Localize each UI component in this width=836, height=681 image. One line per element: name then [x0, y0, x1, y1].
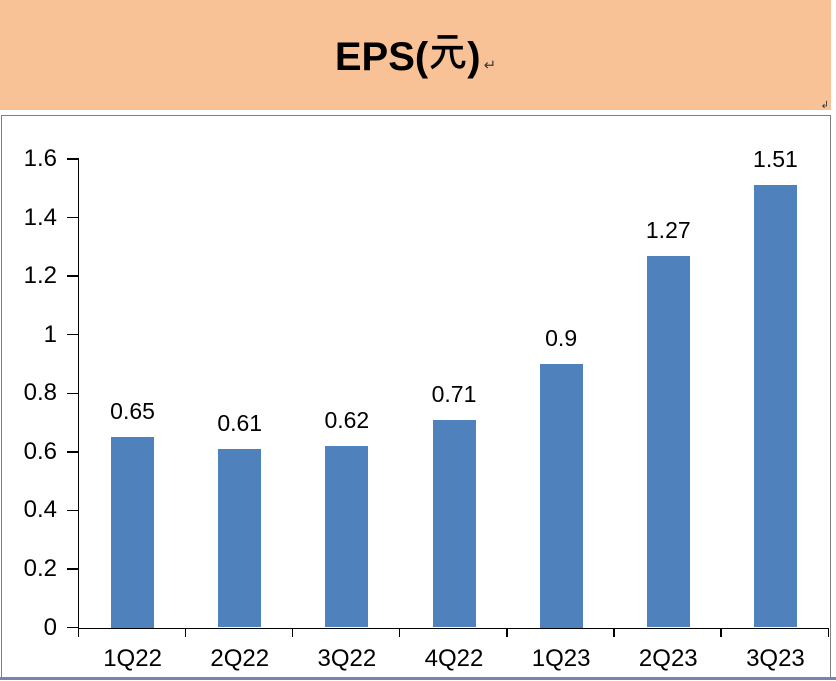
y-axis-tick [67, 568, 79, 570]
plot-frame[interactable] [1, 115, 831, 677]
chart-title-wrap: EPS() ↵ [335, 30, 496, 80]
bar-value-label: 1.27 [645, 216, 691, 243]
x-axis-label: 3Q22 [317, 645, 377, 672]
x-axis-tick [398, 627, 401, 637]
x-axis-label: 4Q22 [424, 645, 484, 672]
bar-value-label: 0.9 [545, 324, 578, 351]
bar-value-label: 1.51 [753, 146, 798, 173]
bar-value-label: 0.61 [217, 409, 263, 436]
bar-3Q23 [753, 185, 797, 628]
anchor-mark-icon: ↲ [820, 100, 829, 111]
y-axis-tick [67, 216, 79, 219]
x-axis-label: 3Q23 [746, 645, 805, 672]
y-axis-tick [67, 451, 79, 453]
x-axis-tick [506, 627, 508, 637]
y-axis-tick [67, 275, 79, 277]
x-axis-line [77, 627, 829, 629]
x-axis-tick [77, 627, 79, 637]
x-axis-label: 1Q23 [531, 645, 591, 672]
x-axis-tick [291, 627, 294, 637]
y-axis-tick-label: 1.2 [23, 262, 57, 290]
x-axis-label: 2Q23 [638, 645, 698, 672]
y-axis-tick-label: 0.8 [23, 379, 57, 407]
y-axis-tick [67, 158, 79, 160]
y-axis-tick [67, 333, 79, 336]
x-axis-tick [720, 627, 722, 637]
bar-4Q22 [432, 419, 476, 628]
bar-value-label: 0.62 [324, 406, 370, 433]
x-axis-tick [827, 627, 829, 637]
y-axis-tick [67, 392, 79, 394]
chart-title: EPS() [335, 30, 481, 80]
y-axis-tick-label: 0.2 [23, 554, 57, 582]
bar-1Q22 [111, 437, 155, 628]
x-axis-label: 2Q22 [210, 645, 270, 672]
bar-2Q23 [646, 255, 690, 628]
chart-title-banner[interactable]: EPS() ↵ ↲ [0, 0, 831, 111]
bar-1Q23 [539, 363, 583, 628]
bottom-border-line [0, 677, 836, 680]
y-axis-tick-label: 0.4 [23, 496, 57, 524]
return-mark-icon: ↵ [483, 57, 497, 74]
y-axis-tick-label: 0.6 [23, 437, 57, 465]
cjk-yuan-glyph [430, 35, 466, 70]
x-axis-tick [184, 627, 187, 637]
bar-value-label: 0.71 [431, 380, 477, 407]
x-axis-tick [613, 627, 615, 637]
y-axis-tick-label: 1.6 [23, 145, 57, 172]
bar-2Q22 [218, 448, 262, 628]
bar-3Q22 [325, 445, 369, 628]
y-axis-tick-label: 0 [43, 613, 57, 641]
y-axis-line [77, 159, 79, 629]
x-axis-label: 1Q22 [103, 645, 162, 672]
y-axis-tick-label: 1.4 [23, 203, 57, 231]
y-axis-tick [67, 626, 79, 629]
bar-value-label: 0.65 [110, 398, 155, 425]
y-axis-tick [67, 509, 79, 512]
y-axis-tick-label: 1 [43, 320, 57, 348]
